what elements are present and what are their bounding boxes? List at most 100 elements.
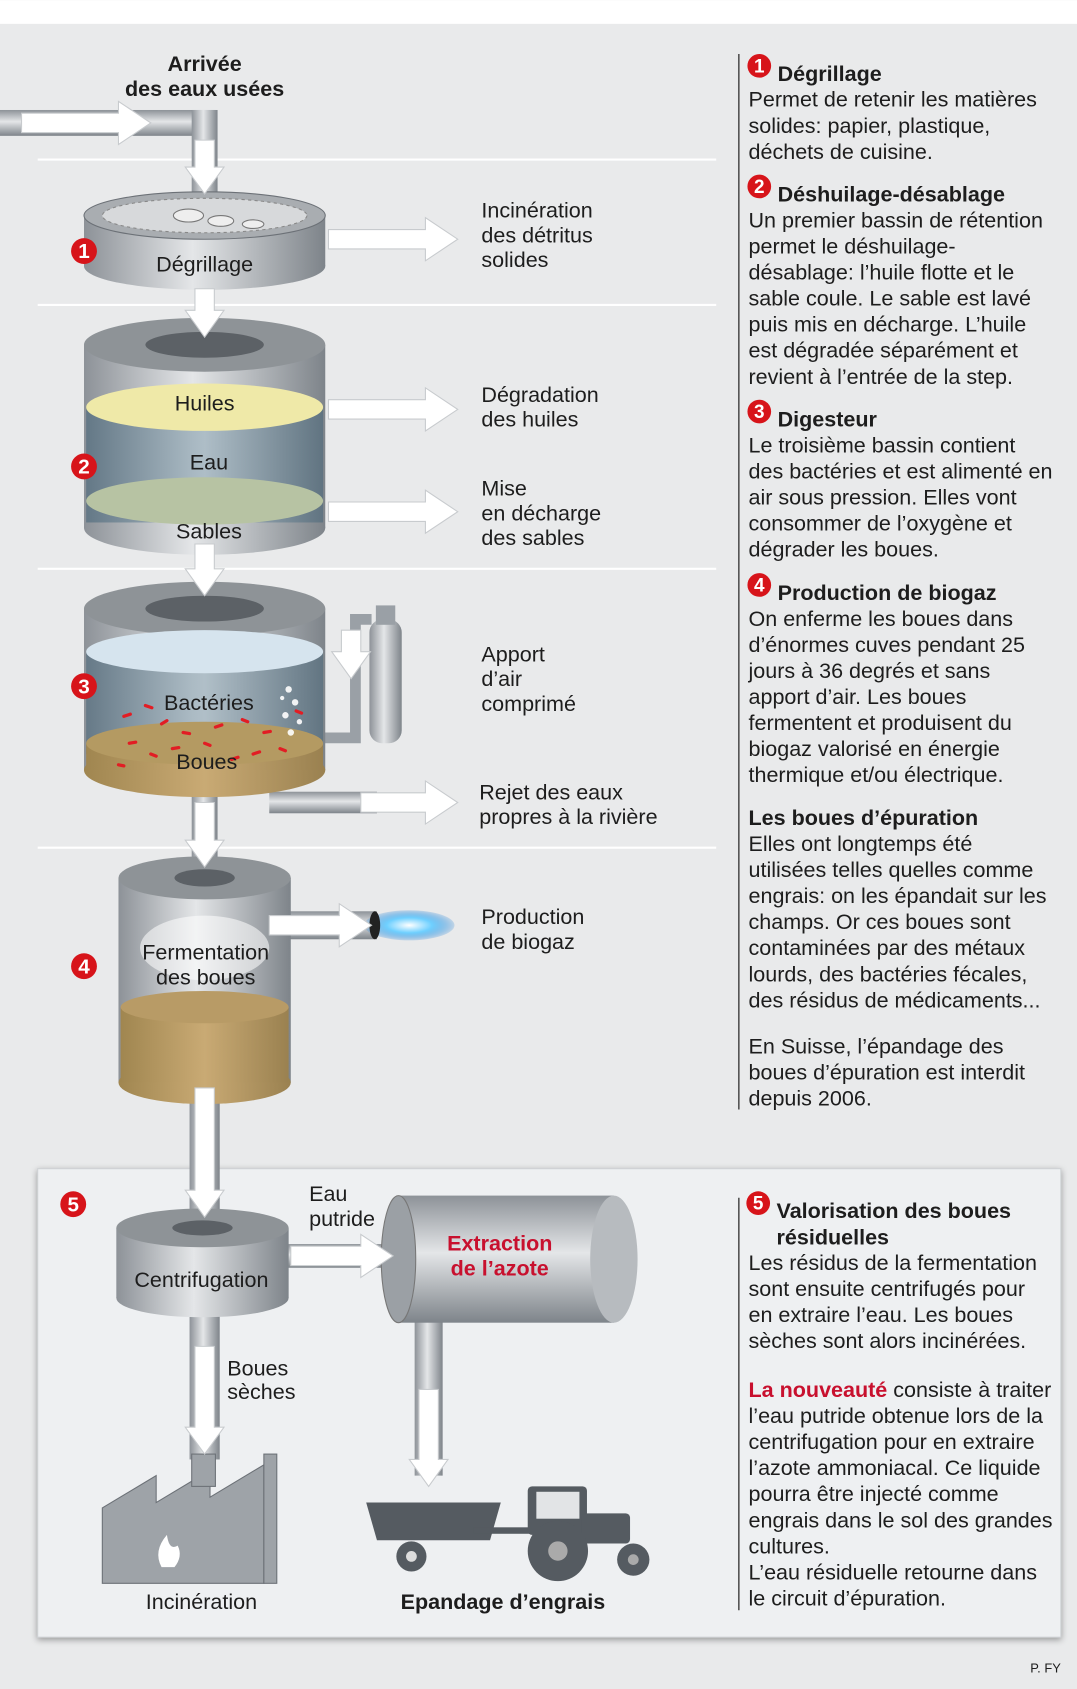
step-number: 1	[78, 240, 90, 263]
section-text: jours à 36 degrés et sans	[748, 659, 991, 683]
section-title: résiduelles	[777, 1225, 890, 1249]
output-label: Incinération	[481, 199, 592, 223]
section-text: pourra être injecté comme	[749, 1482, 999, 1506]
section-text: puis mis en décharge. L’huile	[749, 313, 1027, 337]
output-label: solides	[481, 248, 548, 272]
tank-label: Fermentation	[142, 941, 269, 965]
section-title: Les boues d’épuration	[749, 806, 979, 830]
top-band	[0, 0, 1077, 24]
section-text: depuis 2006.	[749, 1087, 872, 1111]
section-title: Digesteur	[778, 408, 878, 432]
section-text: La nouveauté consiste à traiter	[749, 1378, 1052, 1402]
step-number: 5	[67, 1193, 79, 1216]
step-number: 2	[78, 456, 90, 479]
output-label: des sables	[481, 526, 584, 550]
section-text: champs. Or ces boues sont	[749, 910, 1011, 934]
section-text: Un premier bassin de rétention	[749, 208, 1043, 232]
extraction-label: de l’azote	[451, 1256, 549, 1280]
section-text: L’eau résiduelle retourne dans	[749, 1560, 1038, 1584]
output-label: Dégradation	[481, 383, 598, 407]
arrow	[328, 218, 457, 261]
inlet-label: des eaux usées	[125, 77, 284, 101]
output-label: Incinération	[146, 1590, 257, 1614]
section-text: des bactéries et est alimenté en	[749, 460, 1053, 484]
section-text: sont ensuite centrifugés pour	[749, 1277, 1026, 1301]
section-text: lourds, des bactéries fécales,	[749, 962, 1028, 986]
section-text: revient à l’entrée de la step.	[749, 365, 1014, 389]
label: Bactéries	[164, 691, 254, 715]
label: Sables	[176, 520, 242, 544]
step-number: 5	[753, 1194, 764, 1215]
section-text: engrais dans le sol des grandes	[749, 1508, 1053, 1532]
output-label: d’air	[481, 667, 522, 691]
section-text: air sous pression. Elles vont	[749, 486, 1017, 510]
output-label: Mise	[481, 477, 526, 501]
section-text: biogaz valorisé en énergie	[749, 737, 1000, 761]
section-text: le circuit d’épuration.	[749, 1587, 946, 1611]
section-text: permet le déshuilage-	[749, 234, 956, 258]
output-label: en décharge	[481, 501, 601, 525]
section-text: Elles ont longtemps été	[749, 832, 973, 856]
section-text: consiste à traiter	[887, 1378, 1051, 1402]
section-text: Le troisième bassin contient	[749, 433, 1016, 457]
section-title: Production de biogaz	[778, 581, 997, 605]
output-label: comprimé	[481, 692, 576, 716]
section-text: engrais: on les épandait sur les	[749, 884, 1047, 908]
section-text: En Suisse, l’épandage des	[749, 1034, 1004, 1058]
step-number: 1	[754, 56, 765, 77]
arrow	[328, 490, 457, 533]
centrifuge	[116, 1209, 288, 1318]
section-text: l’eau putride obtenue lors de la	[749, 1404, 1043, 1428]
section-text: d’énormes cuves pendant 25	[749, 633, 1026, 657]
step-number: 3	[78, 675, 90, 698]
section-text: déchets de cuisine.	[749, 140, 933, 164]
output-label: des huiles	[481, 408, 578, 432]
output-label: Epandage d’engrais	[401, 1590, 606, 1614]
credit: P. FY	[1030, 1661, 1061, 1676]
step-number: 4	[754, 575, 765, 596]
extraction-label: Extraction	[447, 1232, 552, 1256]
section-text: boues d’épuration est interdit	[749, 1061, 1026, 1085]
section-text: apport d’air. Les boues	[749, 685, 967, 709]
highlight: La nouveauté	[749, 1378, 888, 1402]
page: Arrivéedes eaux usées Dégrillage 1 Incinéra…	[0, 0, 1077, 1689]
inlet-label: Arrivée	[168, 52, 242, 76]
section-text: sable coule. Le sable est lavé	[749, 287, 1032, 311]
section-title: Valorisation des boues	[777, 1199, 1012, 1223]
arrow	[185, 140, 224, 194]
output-label: putride	[309, 1207, 375, 1231]
arrow	[328, 388, 457, 431]
section-title: Déshuilage-désablage	[778, 183, 1005, 207]
tank-label: des boues	[156, 966, 255, 990]
section-text: cultures.	[749, 1534, 830, 1558]
arrow	[332, 630, 371, 678]
output-label: propres à la rivière	[479, 805, 657, 829]
output-label: Boues	[227, 1356, 288, 1380]
section-text: utilisées telles quelles comme	[749, 858, 1034, 882]
arrow	[361, 781, 458, 824]
output-label: Apport	[481, 642, 544, 666]
section-text: des résidus de médicaments...	[749, 988, 1041, 1012]
output-label: Eau	[309, 1182, 347, 1206]
section-text: solides: papier, plastique,	[749, 114, 991, 138]
output-label: Rejet des eaux	[479, 780, 623, 804]
output-label: sèches	[227, 1380, 295, 1404]
section-text: consommer de l’oxygène et	[749, 512, 1012, 536]
section-text: Les résidus de la fermentation	[749, 1251, 1037, 1275]
step-number: 2	[754, 177, 765, 198]
section-text: Permet de retenir les matières	[749, 88, 1037, 112]
section-title: Dégrillage	[778, 62, 882, 86]
output-label: de biogaz	[481, 930, 574, 954]
section-text: dégrader les boues.	[749, 538, 939, 562]
section-text: est dégradée séparément et	[749, 339, 1018, 363]
arrow	[22, 101, 151, 144]
tank-label: Centrifugation	[134, 1268, 268, 1292]
label: Boues	[176, 750, 237, 774]
section-text: en extraire l’eau. Les boues	[749, 1303, 1014, 1327]
section-text: centrifugation pour en extraire	[749, 1430, 1035, 1454]
section-text: désablage: l’huile flotte et le	[749, 261, 1015, 285]
section-text: fermentent et produisent du	[749, 711, 1012, 735]
step-number: 3	[754, 402, 765, 423]
label: Eau	[190, 451, 228, 475]
output-label: des détritus	[481, 223, 592, 247]
